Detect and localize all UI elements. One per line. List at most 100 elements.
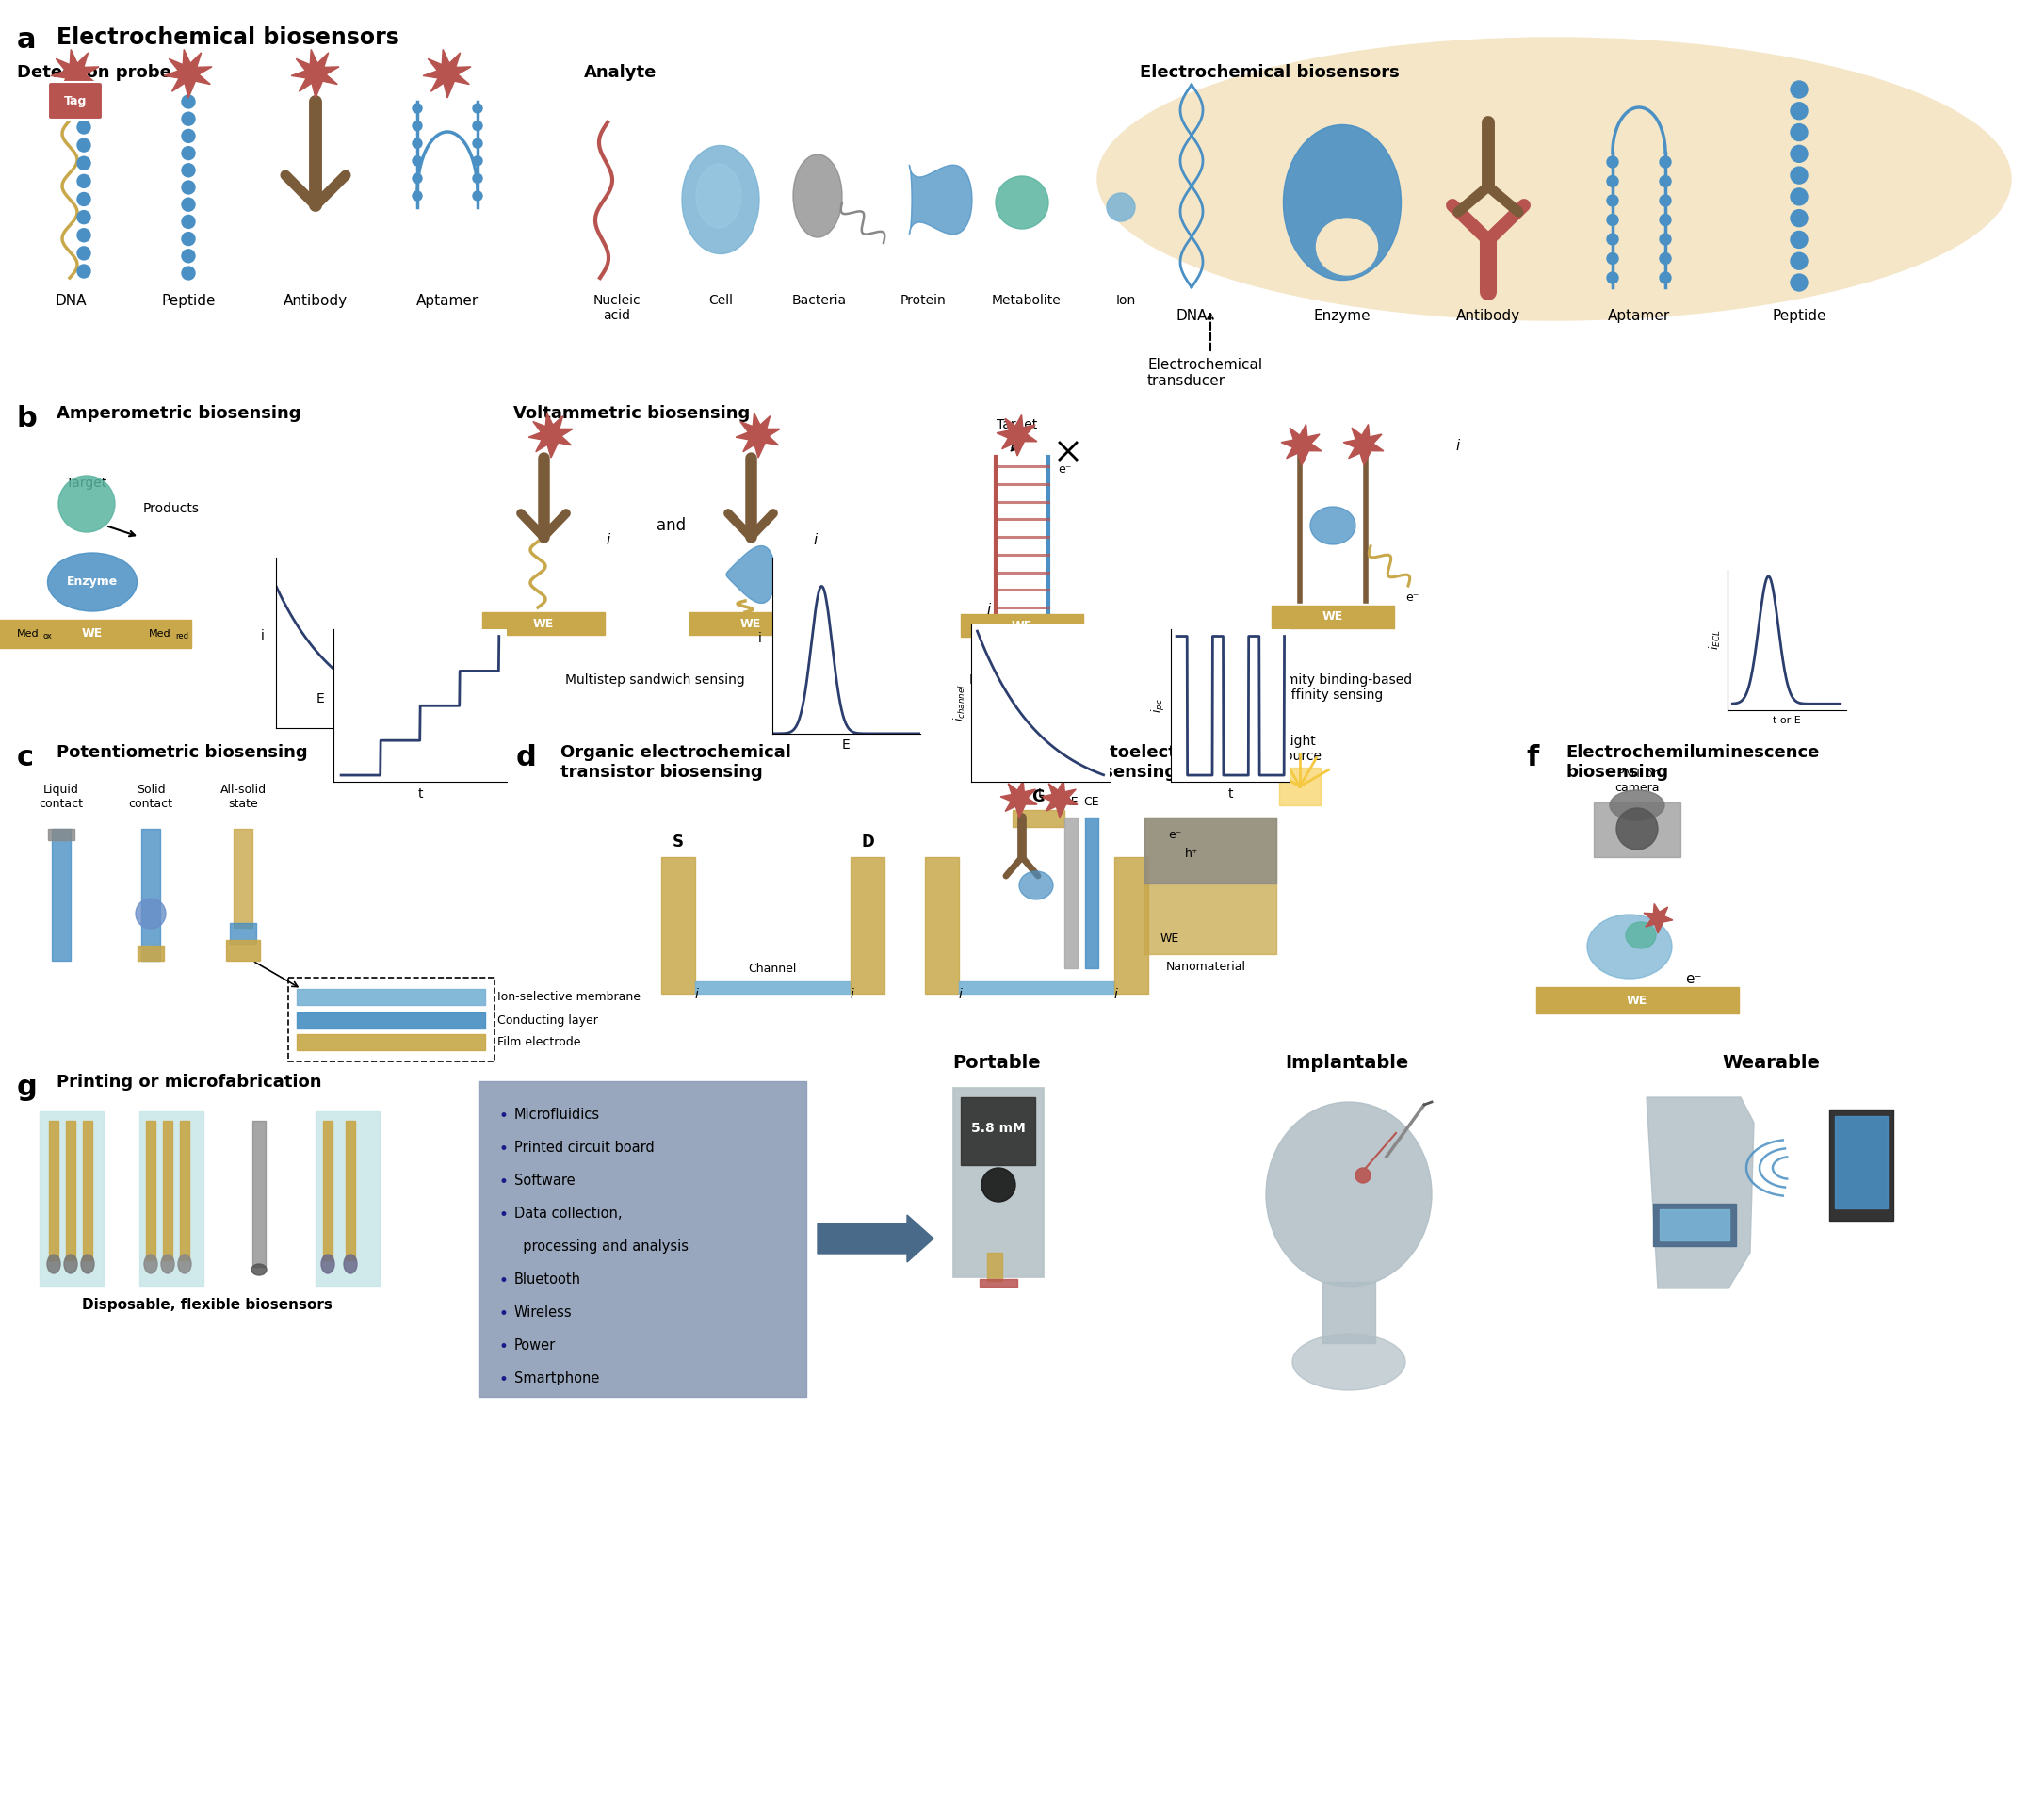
Text: Tag: Tag — [63, 95, 86, 106]
Text: i: i — [605, 532, 609, 547]
Polygon shape — [1643, 904, 1672, 933]
Circle shape — [413, 104, 421, 113]
Bar — [1012, 809, 1065, 827]
Text: Wireless: Wireless — [515, 1305, 572, 1320]
Ellipse shape — [1316, 219, 1378, 275]
Text: All-solid
state: All-solid state — [221, 784, 266, 809]
Bar — [1829, 1109, 1893, 1221]
Circle shape — [182, 250, 194, 263]
Ellipse shape — [1292, 1334, 1406, 1390]
Text: i: i — [695, 989, 699, 1001]
Text: Amperometric biosensing: Amperometric biosensing — [57, 405, 300, 423]
Text: Microfluidics: Microfluidics — [515, 1108, 601, 1122]
Text: Target: Target — [65, 476, 106, 489]
Text: e⁻: e⁻ — [1059, 464, 1071, 476]
Circle shape — [413, 191, 421, 201]
Text: Antibody: Antibody — [1455, 309, 1521, 324]
Bar — [1594, 802, 1680, 858]
Circle shape — [78, 120, 90, 133]
Ellipse shape — [321, 1255, 335, 1273]
Ellipse shape — [793, 155, 842, 237]
Bar — [164, 1120, 172, 1260]
Circle shape — [78, 210, 90, 223]
Text: D: D — [861, 834, 875, 850]
Text: Wearable: Wearable — [1721, 1054, 1819, 1072]
Text: Antibody: Antibody — [284, 293, 347, 307]
Text: Light
source: Light source — [1278, 734, 1322, 762]
Text: Organic electrochemical
transistor biosensing: Organic electrochemical transistor biose… — [560, 744, 791, 780]
Text: i: i — [814, 532, 818, 547]
Bar — [662, 858, 695, 994]
Circle shape — [1355, 1169, 1372, 1183]
Text: WE: WE — [82, 628, 102, 640]
Ellipse shape — [47, 1255, 59, 1273]
Circle shape — [472, 174, 482, 183]
Circle shape — [1791, 146, 1807, 162]
Circle shape — [1660, 254, 1672, 264]
Text: WE: WE — [1012, 619, 1032, 631]
Text: Peptide: Peptide — [1772, 309, 1825, 324]
Y-axis label: $i_{pc}$: $i_{pc}$ — [1151, 698, 1167, 714]
Bar — [233, 829, 253, 928]
Circle shape — [1607, 254, 1619, 264]
Text: Binding-induced
folding sensing: Binding-induced folding sensing — [969, 674, 1075, 701]
Text: Aptamer: Aptamer — [417, 293, 478, 307]
Text: Liquid
contact: Liquid contact — [39, 784, 84, 809]
Ellipse shape — [1611, 789, 1664, 820]
Text: Nucleic
acid: Nucleic acid — [593, 293, 642, 322]
Bar — [987, 1253, 1002, 1280]
Circle shape — [59, 476, 114, 532]
Ellipse shape — [47, 552, 137, 611]
Circle shape — [78, 246, 90, 261]
Polygon shape — [997, 415, 1036, 457]
Text: Target: Target — [997, 419, 1038, 432]
Text: e⁻: e⁻ — [1686, 973, 1703, 987]
Circle shape — [182, 95, 194, 108]
Bar — [180, 1120, 190, 1260]
Bar — [227, 940, 260, 960]
Circle shape — [1617, 807, 1658, 849]
Text: Electrochemical biosensors: Electrochemical biosensors — [1141, 65, 1400, 81]
Circle shape — [1607, 194, 1619, 207]
Circle shape — [413, 138, 421, 147]
Text: a: a — [16, 27, 37, 54]
Text: Printed circuit board: Printed circuit board — [515, 1140, 654, 1154]
Circle shape — [995, 176, 1049, 228]
Circle shape — [1660, 271, 1672, 284]
Text: Solid
contact: Solid contact — [129, 784, 174, 809]
Circle shape — [78, 192, 90, 205]
Polygon shape — [910, 165, 973, 234]
Circle shape — [182, 164, 194, 176]
Text: Electrochemical
transducer: Electrochemical transducer — [1147, 358, 1263, 388]
Circle shape — [182, 147, 194, 160]
Bar — [145, 1120, 155, 1260]
Text: •: • — [499, 1206, 509, 1223]
Ellipse shape — [1265, 1102, 1431, 1287]
Circle shape — [1791, 210, 1807, 227]
Circle shape — [413, 156, 421, 165]
Text: f: f — [1527, 744, 1539, 771]
Polygon shape — [1282, 424, 1322, 466]
Circle shape — [413, 120, 421, 131]
Circle shape — [182, 216, 194, 228]
Polygon shape — [164, 49, 213, 97]
Bar — [229, 922, 256, 944]
Circle shape — [1660, 214, 1672, 225]
Ellipse shape — [251, 1264, 266, 1275]
Bar — [253, 1120, 266, 1268]
Polygon shape — [290, 49, 339, 97]
Circle shape — [78, 138, 90, 151]
Y-axis label: i: i — [758, 633, 760, 645]
Bar — [959, 982, 1114, 994]
Circle shape — [472, 120, 482, 131]
Bar — [51, 829, 72, 960]
Bar — [1271, 606, 1394, 628]
Polygon shape — [51, 49, 98, 97]
Circle shape — [1791, 102, 1807, 119]
X-axis label: t: t — [417, 788, 423, 800]
Text: S: S — [672, 834, 685, 850]
Text: •: • — [499, 1372, 509, 1388]
Ellipse shape — [1284, 124, 1400, 280]
Bar — [65, 1120, 76, 1260]
Circle shape — [1791, 124, 1807, 140]
